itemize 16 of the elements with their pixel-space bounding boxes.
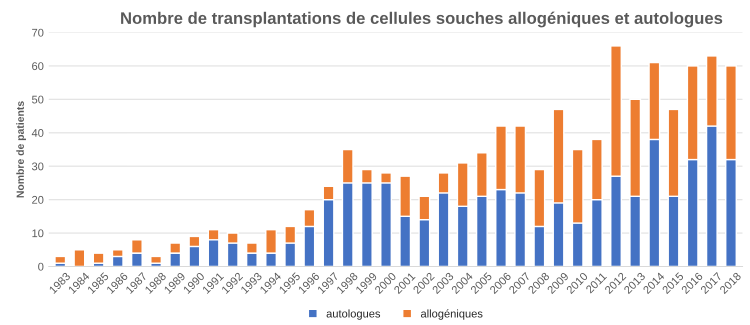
bar bbox=[150, 256, 162, 264]
y-tick-label: 40 bbox=[32, 129, 44, 137]
y-tick-label: 50 bbox=[32, 96, 44, 104]
y-tick-label: 20 bbox=[32, 196, 44, 204]
legend-label: allogéniques bbox=[420, 309, 482, 320]
y-tick-label: 60 bbox=[32, 62, 44, 70]
y-axis-title: Nombre de patients bbox=[16, 101, 26, 198]
chart-title: Nombre de transplantations de cellules souches allogéniques et autologues bbox=[121, 12, 722, 28]
bar bbox=[73, 249, 86, 266]
bar bbox=[54, 256, 66, 264]
bar bbox=[92, 252, 105, 264]
legend-label: autologues bbox=[326, 309, 380, 320]
y-tick-label: 70 bbox=[32, 28, 44, 37]
y-tick-label: 30 bbox=[32, 162, 44, 170]
y-tick-label: 10 bbox=[32, 229, 44, 238]
y-tick-label: 0 bbox=[38, 262, 44, 271]
